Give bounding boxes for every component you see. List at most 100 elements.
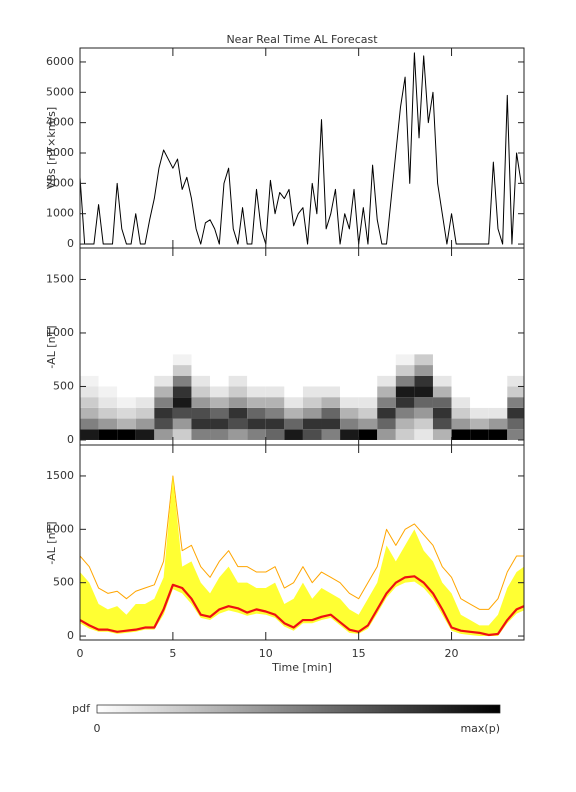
heat-cell [432,365,452,376]
heat-cell [451,354,471,366]
heat-cell [265,386,285,398]
heat-cell [432,375,452,387]
heat-cell [488,375,508,387]
heat-cell [340,375,359,387]
heat-cell [210,407,229,419]
heat-cell [228,386,248,398]
line [80,52,522,245]
heat-cell [154,365,173,376]
heat-cell [358,386,378,398]
heat-cell [247,429,266,440]
x-axis-label: Time [min] [271,661,332,674]
heat-cell [414,397,433,408]
heat-cell [488,386,508,398]
heat-cell [321,365,341,376]
heat-cell [210,397,229,408]
heat-cell [377,429,396,440]
heat-cell [340,418,359,430]
y-axis-label: -AL [nT] [45,521,58,564]
heat-cell [488,397,508,408]
x-tick-label: 10 [259,647,273,660]
heat-cell [210,429,229,440]
x-tick-label: 5 [169,647,176,660]
heat-cell [210,418,229,430]
heat-cell [172,418,192,430]
heat-cell [135,429,155,440]
y-tick-label: 3000 [46,146,74,159]
heat-cell [172,354,192,366]
heat-cell [302,429,322,440]
heat-cell [247,375,266,387]
y-tick-label: 500 [53,379,74,392]
heat-cell [470,375,489,387]
plot-area [80,354,524,440]
heat-cell [172,397,192,408]
heat-cell [135,375,155,387]
heat-cell [284,375,303,387]
heat-cell [302,397,322,408]
heat-cell [172,407,192,419]
heat-cell [451,418,471,430]
heat-cell [432,429,452,440]
axis-box [79,444,525,641]
heat-cell [414,375,433,387]
heat-cell [191,354,211,366]
heat-cell [284,386,303,398]
heat-cell [395,386,415,398]
heat-cell [432,386,452,398]
heat-cell [488,365,508,376]
y-tick-label: 1500 [46,469,74,482]
heat-cell [358,354,378,366]
heat-cell [80,418,99,430]
heat-cell [321,429,341,440]
heat-cell [247,365,266,376]
heat-cell [154,418,173,430]
heat-cell [432,418,452,430]
heat-cell [488,407,508,419]
y-tick-label: 0 [67,237,74,250]
y-tick-label: 500 [53,576,74,589]
heat-cell [321,397,341,408]
heat-cell [451,365,471,376]
y-tick-label: 5000 [46,85,74,98]
heat-cell [117,418,136,430]
heat-cell [98,354,118,366]
heat-cell [470,407,489,419]
heat-cell [321,375,341,387]
heat-cell [265,407,285,419]
line [80,575,524,637]
heat-cell [172,429,192,440]
heat-cell [284,365,303,376]
heat-cell [228,365,248,376]
heat-cell [451,386,471,398]
heat-cell [98,365,118,376]
heat-cell [302,365,322,376]
heat-cell [247,354,266,366]
heat-cell [247,397,266,408]
plot-area [80,52,522,245]
heat-cell [470,397,489,408]
heat-cell [154,407,173,419]
heat-cell [395,397,415,408]
heat-cell [377,375,396,387]
heat-cell [210,375,229,387]
heat-cell [395,407,415,419]
heat-cell [414,365,433,376]
heat-cell [172,365,192,376]
heat-cell [358,418,378,430]
heat-cell [395,418,415,430]
heat-cell [414,429,433,440]
heat-cell [302,407,322,419]
heat-cell [284,429,303,440]
heat-cell [191,418,211,430]
heat-cell [340,407,359,419]
heat-cell [98,386,118,398]
heat-cell [191,386,211,398]
heat-cell [432,397,452,408]
heat-cell [135,397,155,408]
heat-cell [135,354,155,366]
heat-cell [302,375,322,387]
heat-cell [414,386,433,398]
heat-cell [228,407,248,419]
heat-cell [395,365,415,376]
